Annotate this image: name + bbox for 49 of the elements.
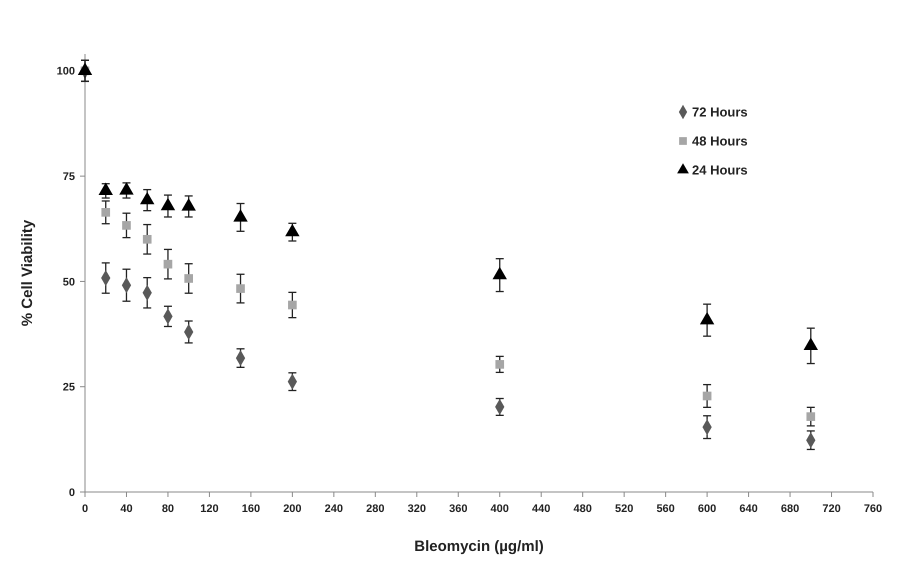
point <box>164 260 172 268</box>
point <box>492 266 507 280</box>
point <box>101 208 110 217</box>
legend-label: 48 Hours <box>692 134 748 148</box>
y-tick-label: 75 <box>62 170 75 183</box>
x-tick-label: 440 <box>532 503 550 515</box>
legend-label: 72 Hours <box>692 104 748 120</box>
y-tick-label: 50 <box>62 276 75 288</box>
point <box>122 221 131 230</box>
point <box>236 284 245 293</box>
point <box>285 224 300 236</box>
x-tick-label: 600 <box>698 503 716 515</box>
x-tick-label: 200 <box>283 503 302 515</box>
x-axis-title: Bleomycin (µg/ml) <box>414 538 544 555</box>
x-tick-label: 520 <box>614 503 634 515</box>
point <box>142 234 152 244</box>
point <box>160 198 176 210</box>
point <box>119 182 134 195</box>
x-tick-label: 400 <box>490 503 509 515</box>
x-tick-label: 680 <box>780 503 800 515</box>
x-tick-label: 560 <box>656 503 675 515</box>
x-tick-label: 120 <box>200 503 219 515</box>
point <box>184 274 194 283</box>
point <box>288 300 297 310</box>
x-tick-label: 480 <box>574 503 592 515</box>
x-tick-label: 0 <box>82 503 88 515</box>
point <box>495 360 504 369</box>
x-tick-label: 80 <box>162 503 174 515</box>
y-axis-title: % Cell Viability <box>19 219 36 326</box>
x-tick-label: 240 <box>324 503 344 515</box>
point <box>78 62 92 76</box>
y-tick-label: 100 <box>56 66 75 78</box>
point <box>140 192 154 204</box>
point <box>98 182 113 196</box>
x-tick-label: 760 <box>864 503 882 515</box>
point <box>702 392 712 400</box>
x-tick-label: 320 <box>408 503 426 515</box>
x-tick-label: 640 <box>739 503 758 515</box>
x-tick-label: 40 <box>120 503 133 515</box>
x-tick-label: 280 <box>366 503 384 515</box>
y-tick-label: 25 <box>62 382 75 394</box>
x-tick-label: 160 <box>242 503 260 515</box>
legend-label: 24 Hours <box>692 162 748 178</box>
point <box>806 412 816 421</box>
x-tick-label: 360 <box>449 503 468 515</box>
x-tick-label: 720 <box>822 503 841 515</box>
point <box>233 209 248 222</box>
point <box>181 198 196 211</box>
y-tick-label: 0 <box>68 486 75 499</box>
